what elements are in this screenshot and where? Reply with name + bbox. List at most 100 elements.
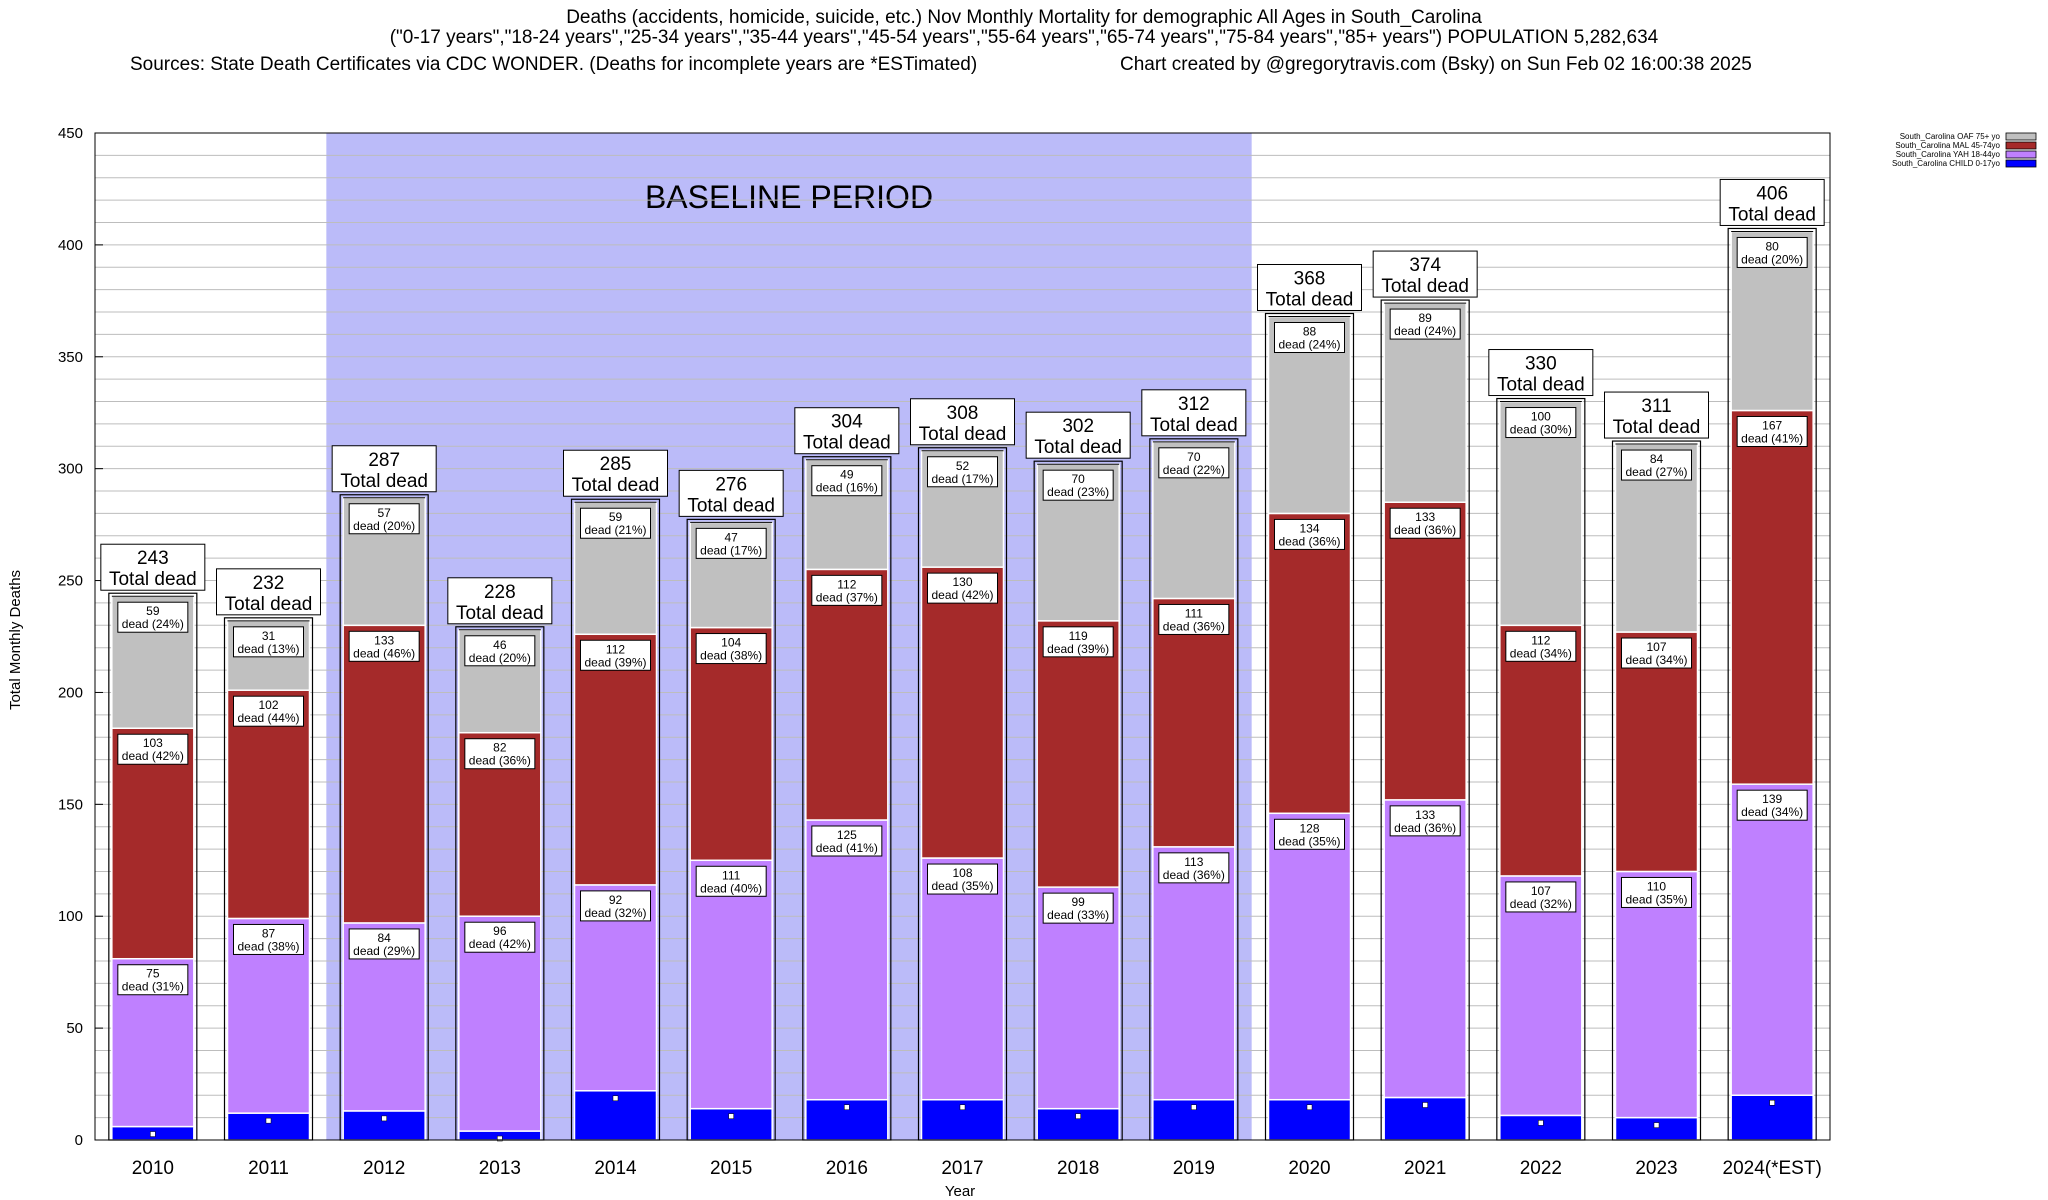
legend-label: South_Carolina MAL 45-74yo [1895,141,2000,150]
credit-text: Chart created by @gregorytravis.com (Bsk… [1120,54,1752,75]
child-marker [1538,1120,1544,1126]
total-value-label: 374 [1409,255,1441,276]
x-tick-label: 2020 [1288,1158,1330,1179]
segment-label-box [811,574,883,606]
segment-pct-label: dead (20%) [469,651,531,665]
segment-value-label: 104 [721,636,741,650]
child-marker [959,1104,966,1110]
segment-value-label: 112 [606,642,625,656]
segment-label-box [1736,789,1808,821]
x-tick-label: 2022 [1520,1158,1562,1179]
segment-value-label: 111 [1185,606,1204,620]
segment-label-box [1389,805,1461,837]
legend-swatch [2005,150,2037,159]
segment-pct-label: dead (34%) [1510,646,1572,660]
total-text-label: Total dead [1613,417,1701,438]
segment-pct-label: dead (46%) [353,646,415,660]
segment-value-label: 125 [837,828,857,842]
chart-title: Deaths (accidents, homicide, suicide, et… [0,8,2048,48]
segment-value-label: 133 [1415,510,1435,524]
segment-value-label: 102 [258,698,278,712]
total-value-label: 276 [715,474,747,495]
segment-value-label: 80 [1765,239,1779,253]
segment-label-box [233,626,304,658]
segment-pct-label: dead (29%) [353,944,415,958]
total-text-label: Total dead [1034,437,1122,458]
x-tick-label: 2021 [1404,1158,1446,1179]
bar-segment [1036,620,1120,888]
total-label-box [1372,250,1478,298]
x-tick-label: 2015 [710,1158,752,1179]
total-text-label: Total dead [1381,276,1469,297]
total-value-label: 368 [1294,268,1326,289]
segment-label-box [927,572,998,604]
sources-text: Sources: State Death Certificates via CD… [130,54,978,75]
plot-frame [94,132,1831,1141]
segment-pct-label: dead (34%) [1625,653,1687,667]
total-text-label: Total dead [687,495,775,516]
segment-value-label: 119 [1069,629,1088,643]
total-label-box [1025,411,1131,459]
x-tick-label: 2023 [1635,1158,1677,1179]
legend-label: South_Carolina OAF 75+ yo [1900,132,2001,141]
segment-value-label: 82 [493,741,507,755]
x-tick-label: 2018 [1057,1158,1099,1179]
y-tick-label: 350 [58,349,83,366]
total-label-box [1604,391,1709,439]
legend-label: South_Carolina CHILD 0-17yo [1892,159,2001,168]
total-value-label: 232 [253,573,285,594]
y-tick-label: 100 [58,908,83,925]
total-label-box [216,568,321,616]
segment-value-label: 92 [609,893,623,907]
total-value-label: 243 [137,548,169,569]
bar-segment [573,633,658,886]
total-value-label: 311 [1641,396,1671,417]
total-text-label: Total dead [1497,375,1585,396]
segment-label-box [1505,881,1577,913]
total-text-label: Total dead [572,475,660,496]
total-text-label: Total dead [803,433,891,454]
segment-label-box [695,865,767,897]
total-value-label: 228 [484,582,516,603]
segment-pct-label: dead (35%) [1278,834,1340,848]
segment-pct-label: dead (34%) [1741,805,1803,819]
segment-pct-label: dead (27%) [1625,465,1687,479]
child-marker [728,1113,734,1119]
segment-pct-label: dead (36%) [469,754,531,768]
segment-pct-label: dead (39%) [584,655,646,669]
total-text-label: Total dead [919,424,1007,445]
child-marker [1769,1099,1775,1106]
x-tick-label: 2016 [826,1158,868,1179]
x-tick-label: 2012 [363,1158,405,1179]
segment-value-label: 99 [1071,895,1085,909]
total-label-box [1719,178,1825,226]
child-marker [1653,1122,1660,1128]
segment-label-box [464,921,536,953]
total-label-box [1257,263,1362,311]
segment-label-box [1621,637,1692,669]
total-label-box [100,543,206,591]
x-tick-label: 2024(*EST) [1723,1158,1822,1179]
x-tick-label: 2013 [479,1158,521,1179]
segment-label-box [1505,407,1577,439]
segment-label-box [1274,518,1345,550]
segment-value-label: 70 [1071,472,1085,486]
child-marker [381,1115,387,1122]
legend-swatch [2005,132,2037,141]
segment-pct-label: dead (22%) [1163,463,1225,477]
segment-label-box [695,527,767,559]
segment-pct-label: dead (20%) [1741,252,1803,266]
segment-value-label: 110 [1647,879,1666,893]
segment-value-label: 113 [1184,855,1203,869]
segment-value-label: 111 [722,868,741,882]
segment-pct-label: dead (24%) [1278,337,1340,351]
bar-segment [1267,812,1352,1101]
segment-pct-label: dead (36%) [1278,534,1340,548]
bar-segment [920,566,1005,859]
segment-label-box [233,695,304,727]
y-tick-label: 250 [58,573,83,590]
total-label-box [563,449,668,497]
bar-segment [1036,886,1120,1110]
bar-segment [1730,783,1814,1096]
